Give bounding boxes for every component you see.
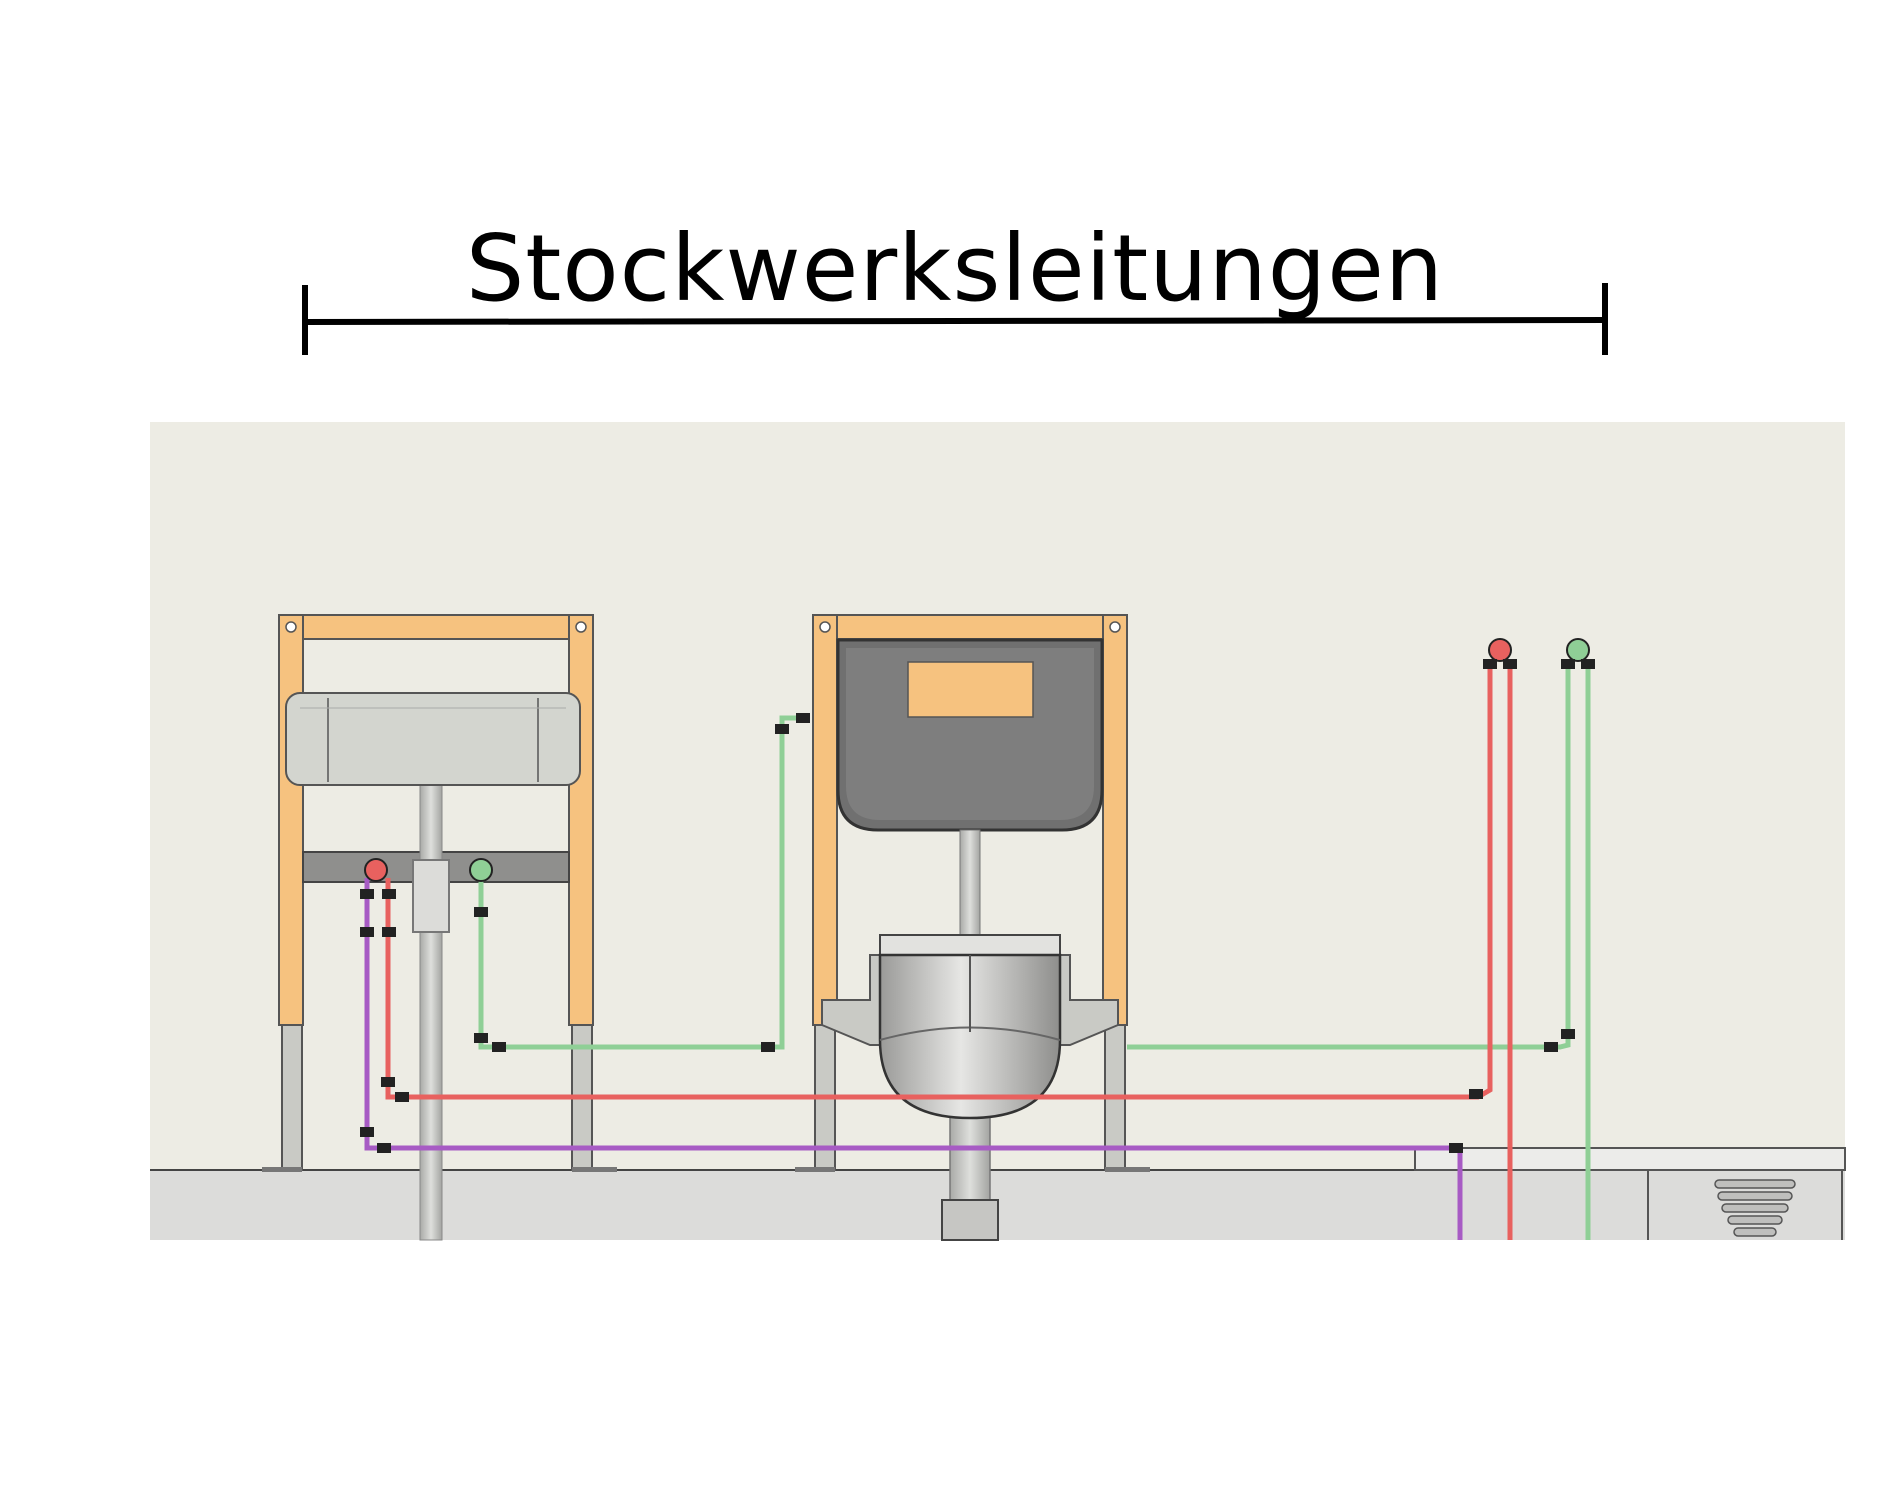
pipe-valve-icon <box>360 713 1575 1153</box>
flush-pipe <box>959 829 981 941</box>
cold-water-pipes <box>478 665 1591 1240</box>
cistern-icon <box>836 638 1104 832</box>
wc-drain-pipe <box>941 1099 999 1241</box>
dimension-bar <box>302 283 1608 355</box>
washbasin-frame <box>262 614 617 1172</box>
floor-drain-icon <box>1714 1179 1796 1237</box>
riser-valve-icon <box>1483 638 1595 669</box>
shower-tray <box>1414 1147 1846 1240</box>
toilet-bowl-icon <box>821 934 1119 1120</box>
diagram-title: Stockwerksleitungen <box>465 215 1445 322</box>
washbasin-icon <box>285 692 581 786</box>
washbasin-waste-pipe <box>412 784 450 1241</box>
